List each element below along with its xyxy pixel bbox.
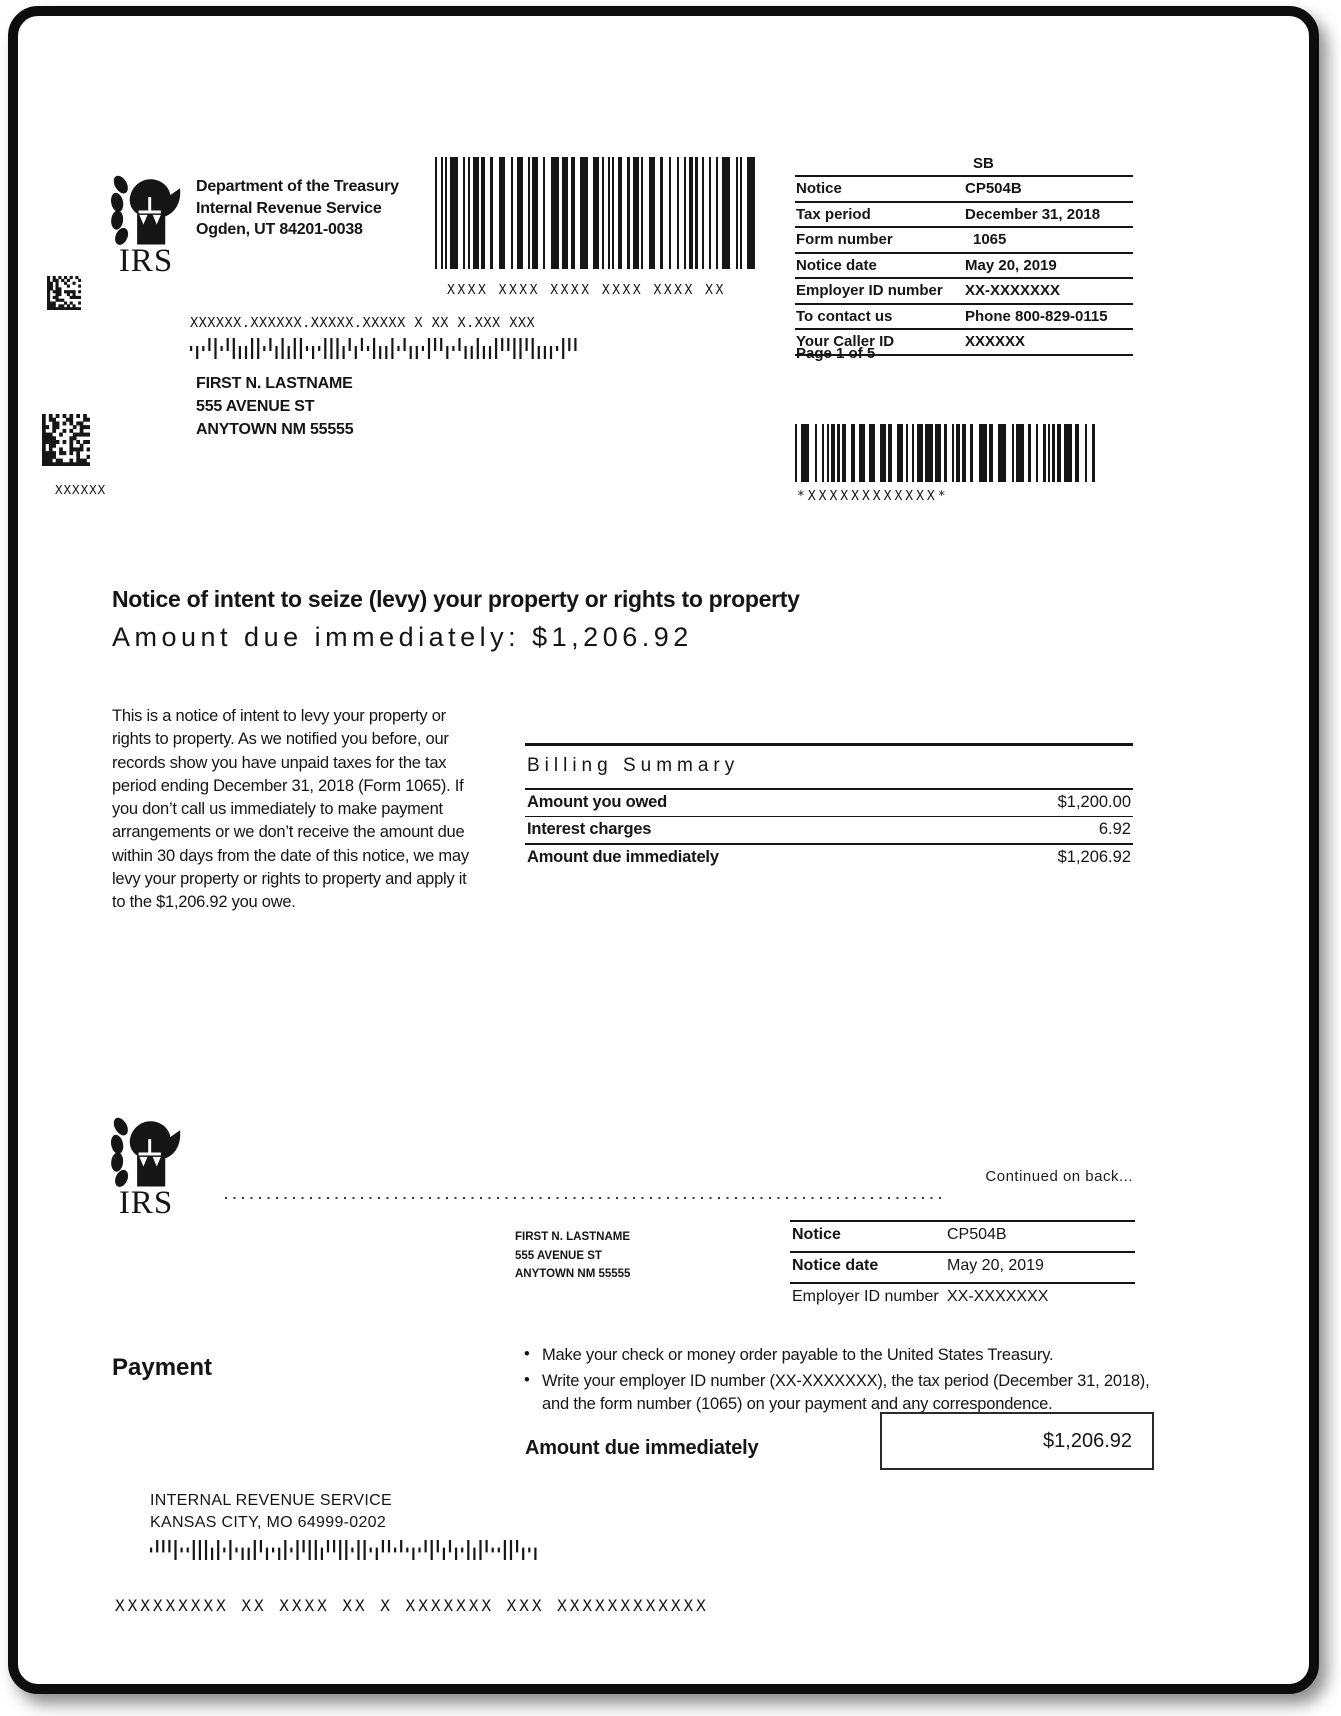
agency-line3: Ogden, UT 84201-0038 xyxy=(196,221,363,238)
irs-logo-text: IRS xyxy=(118,1185,174,1221)
bottom-scanline-code: XXXXXXXXX XX XXXX XX X XXXXXXX XXX XXXXX… xyxy=(115,1596,709,1615)
datamatrix-barcode-2 xyxy=(42,414,91,467)
stub-info-row: Employer ID number XX-XXXXXXX xyxy=(790,1282,1135,1313)
corner-label: SB xyxy=(973,155,994,172)
bullet-icon: • xyxy=(524,1345,530,1363)
info-row: Your Caller ID XXXXXX xyxy=(795,328,1133,356)
notice-page: IRS Department of the Treasury Internal … xyxy=(8,6,1319,1694)
datamatrix-barcode-1 xyxy=(47,276,82,311)
recipient-city: ANYTOWN NM 55555 xyxy=(196,421,354,438)
notice-paragraph: This is a notice of intent to levy your … xyxy=(112,707,469,912)
recipient-address: FIRST N. LASTNAME 555 AVENUE ST ANYTOWN … xyxy=(196,372,354,441)
payment-instructions: • Make your check or money order payable… xyxy=(520,1344,1150,1419)
billing-row: Amount due immediately $1,206.92 xyxy=(525,843,1133,871)
billing-summary-title: Billing Summary xyxy=(527,755,740,776)
top-barcode xyxy=(435,157,757,269)
billing-row: Interest charges 6.92 xyxy=(525,816,1133,843)
remit-address: INTERNAL REVENUE SERVICE KANSAS CITY, MO… xyxy=(150,1490,392,1533)
stub-info-table: Notice CP504B Notice date May 20, 2019 E… xyxy=(790,1220,1135,1313)
irs-logo-text: IRS xyxy=(118,243,174,279)
top-barcode-caption: XXXX XXXX XXXX XXXX XXXX XX xyxy=(447,283,726,298)
remit-line1: INTERNAL REVENUE SERVICE xyxy=(150,1492,392,1509)
irs-eagle-icon xyxy=(111,1117,181,1187)
info-row: Form number 1065 xyxy=(795,226,1133,252)
stub-recipient-address: FIRST N. LASTNAME 555 AVENUE ST ANYTOWN … xyxy=(515,1228,630,1284)
billing-top-rule xyxy=(525,743,1133,746)
instruction-item: • Make your check or money order payable… xyxy=(524,1345,1054,1364)
stub-info-row: Notice CP504B xyxy=(790,1220,1135,1251)
intelligent-mail-barcode-2 xyxy=(150,1540,540,1560)
stub-info-row: Notice date May 20, 2019 xyxy=(790,1251,1135,1282)
right-barcode-caption: *XXXXXXXXXXXX* xyxy=(797,489,949,504)
billing-summary: Billing Summary Amount you owed $1,200.0… xyxy=(525,743,1133,871)
irs-logo: IRS xyxy=(108,172,184,279)
instruction-item: • Write your employer ID number (XX-XXXX… xyxy=(524,1371,1150,1413)
stub-recipient-name: FIRST N. LASTNAME xyxy=(515,1231,630,1243)
right-barcode xyxy=(795,424,1101,482)
recipient-name: FIRST N. LASTNAME xyxy=(196,375,353,392)
left-code: XXXXXX xyxy=(55,482,107,497)
notice-title: Notice of intent to seize (levy) your pr… xyxy=(112,586,800,612)
irs-eagle-icon xyxy=(111,175,181,245)
agency-address: Department of the Treasury Internal Reve… xyxy=(196,176,399,241)
recipient-street: 555 AVENUE ST xyxy=(196,398,315,415)
page-indicator: Page 1 of 5 xyxy=(796,345,876,362)
info-row: Notice date May 20, 2019 xyxy=(795,251,1133,278)
billing-row: Amount you owed $1,200.00 xyxy=(525,788,1133,816)
mail-code-line: XXXXXX.XXXXXX.XXXXX.XXXXX X XX X.XXX XXX xyxy=(190,315,536,331)
bullet-icon: • xyxy=(524,1371,530,1389)
info-row: Tax period December 31, 2018 xyxy=(795,200,1133,227)
info-row: To contact us Phone 800-829-0115 xyxy=(795,302,1133,329)
stub-amount-due-label: Amount due immediately xyxy=(525,1437,759,1459)
continued-note: Continued on back... xyxy=(985,1168,1133,1185)
stub-recipient-street: 555 AVENUE ST xyxy=(515,1249,602,1262)
info-row: Notice CP504B xyxy=(795,175,1133,201)
stub-recipient-city: ANYTOWN NM 55555 xyxy=(515,1268,631,1280)
remit-line2: KANSAS CITY, MO 64999-0202 xyxy=(150,1513,387,1531)
agency-line1: Department of the Treasury xyxy=(196,178,399,195)
info-row: Employer ID number XX-XXXXXXX xyxy=(795,277,1133,303)
amount-due-heading: Amount due immediately: $1,206.92 xyxy=(112,622,693,652)
amount-due-value: $1,206.92 xyxy=(1043,1429,1132,1452)
intelligent-mail-barcode-1 xyxy=(190,338,580,359)
tear-off-divider xyxy=(225,1197,947,1199)
amount-due-box: $1,206.92 xyxy=(880,1412,1154,1470)
irs-logo-stub: IRS xyxy=(108,1114,184,1221)
agency-line2: Internal Revenue Service xyxy=(196,199,382,217)
payment-section-title: Payment xyxy=(112,1354,213,1381)
